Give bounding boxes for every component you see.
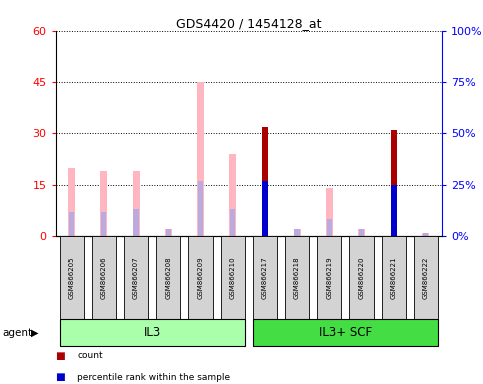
Text: GSM866210: GSM866210 xyxy=(229,256,236,299)
Bar xyxy=(327,219,332,236)
Text: agent: agent xyxy=(2,328,32,338)
Bar xyxy=(253,319,438,346)
Bar xyxy=(358,229,365,236)
Bar xyxy=(221,236,245,319)
Bar xyxy=(229,154,236,236)
Bar xyxy=(101,212,106,236)
Text: GSM866208: GSM866208 xyxy=(165,256,171,299)
Bar xyxy=(92,236,116,319)
Text: GSM866205: GSM866205 xyxy=(69,256,75,299)
Bar xyxy=(414,236,438,319)
Text: GSM866217: GSM866217 xyxy=(262,256,268,299)
Text: ▶: ▶ xyxy=(31,328,39,338)
Bar xyxy=(295,229,299,236)
Bar xyxy=(317,236,341,319)
Bar xyxy=(262,181,268,236)
Bar xyxy=(262,127,268,236)
Bar xyxy=(422,233,429,236)
Text: ■: ■ xyxy=(56,372,65,382)
Bar xyxy=(285,236,309,319)
Text: GSM866218: GSM866218 xyxy=(294,256,300,299)
Text: GSM866207: GSM866207 xyxy=(133,256,139,299)
Bar xyxy=(198,181,203,236)
Text: GSM866220: GSM866220 xyxy=(358,256,365,299)
Title: GDS4420 / 1454128_at: GDS4420 / 1454128_at xyxy=(176,17,322,30)
Bar xyxy=(230,209,235,236)
Bar xyxy=(382,236,406,319)
Bar xyxy=(59,236,84,319)
Bar xyxy=(423,233,428,236)
Bar xyxy=(156,236,180,319)
Text: GSM866209: GSM866209 xyxy=(198,256,203,299)
Bar xyxy=(197,82,204,236)
Bar xyxy=(166,229,171,236)
Text: count: count xyxy=(77,351,103,361)
Text: GSM866206: GSM866206 xyxy=(101,256,107,299)
Bar xyxy=(133,209,139,236)
Bar xyxy=(294,229,300,236)
Bar xyxy=(100,171,107,236)
Text: IL3+ SCF: IL3+ SCF xyxy=(319,326,372,339)
Bar xyxy=(188,236,213,319)
Bar xyxy=(132,171,140,236)
Bar xyxy=(59,319,245,346)
Text: percentile rank within the sample: percentile rank within the sample xyxy=(77,372,230,382)
Text: ■: ■ xyxy=(56,351,65,361)
Bar xyxy=(359,229,364,236)
Bar xyxy=(165,229,172,236)
Bar xyxy=(253,236,277,319)
Bar xyxy=(124,236,148,319)
Bar xyxy=(326,188,333,236)
Bar xyxy=(69,212,74,236)
Text: GSM866219: GSM866219 xyxy=(326,256,332,299)
Text: GSM866222: GSM866222 xyxy=(423,256,429,299)
Text: IL3: IL3 xyxy=(143,326,161,339)
Bar xyxy=(68,168,75,236)
Bar xyxy=(391,130,397,236)
Bar xyxy=(349,236,373,319)
Text: GSM866221: GSM866221 xyxy=(391,256,397,299)
Bar xyxy=(391,185,397,236)
